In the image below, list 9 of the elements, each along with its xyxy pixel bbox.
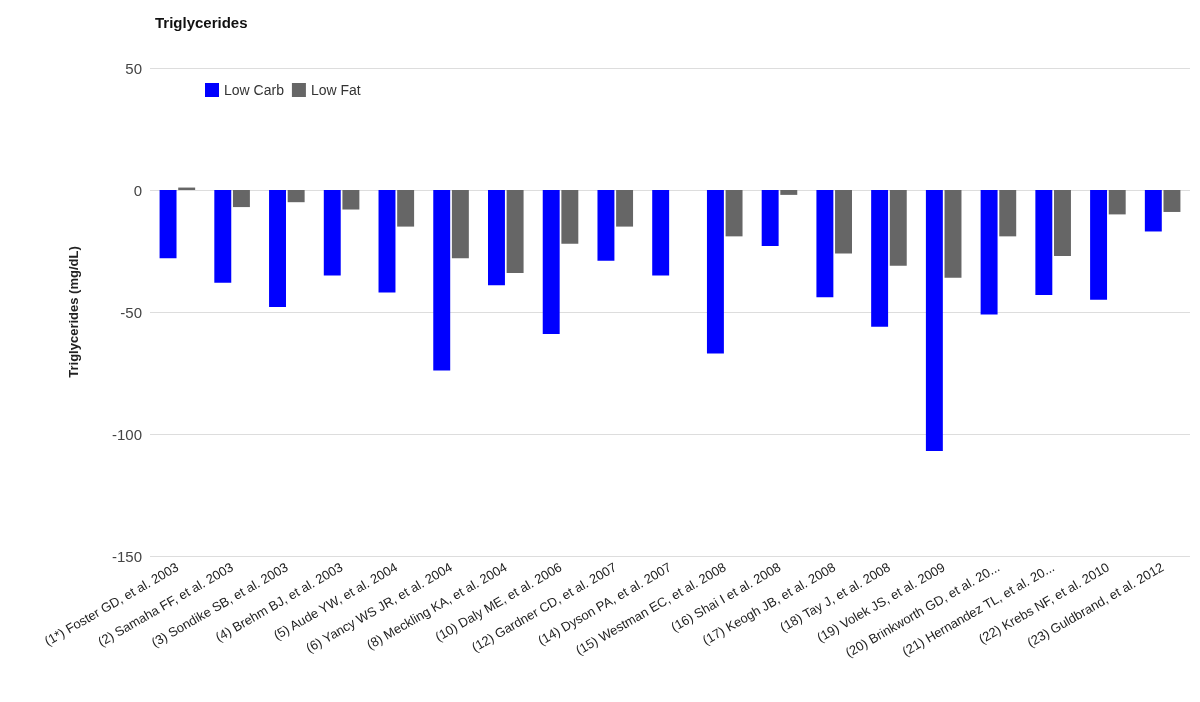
y-axis-title: Triglycerides (mg/dL)	[66, 246, 81, 378]
y-tick-label: -100	[111, 425, 142, 443]
legend-label: Low Carb	[224, 82, 285, 98]
y-tick-label: -150	[111, 547, 142, 565]
y-tick-label: 0	[133, 181, 142, 199]
legend-label: Low Fat	[310, 82, 361, 98]
chart-title: Triglycerides	[155, 14, 248, 31]
y-tick-label: -50	[120, 303, 142, 321]
y-tick-label: 50	[125, 59, 142, 77]
